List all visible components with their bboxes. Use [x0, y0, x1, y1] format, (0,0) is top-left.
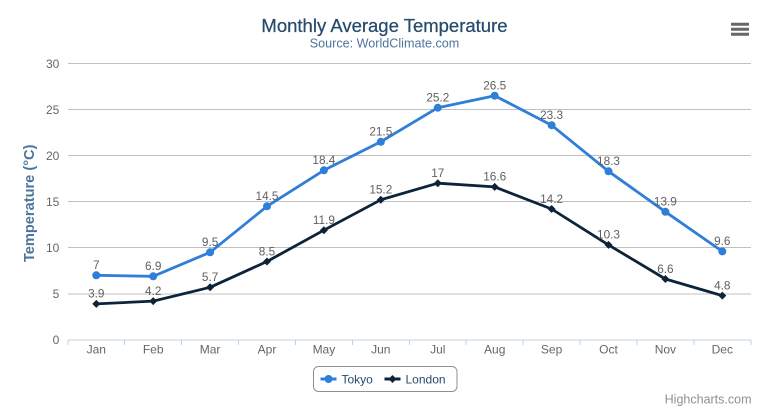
- svg-text:10: 10: [46, 241, 60, 255]
- svg-text:0: 0: [53, 333, 60, 347]
- svg-text:Oct: Oct: [599, 343, 618, 357]
- svg-text:Jul: Jul: [430, 343, 445, 357]
- svg-text:Highcharts.com: Highcharts.com: [665, 393, 752, 407]
- svg-text:18.4: 18.4: [312, 153, 335, 167]
- svg-text:20: 20: [46, 149, 60, 163]
- svg-text:5: 5: [53, 287, 60, 301]
- svg-text:5.7: 5.7: [202, 270, 218, 284]
- svg-text:4.2: 4.2: [145, 284, 161, 298]
- svg-text:30: 30: [46, 57, 60, 71]
- svg-text:14.5: 14.5: [256, 189, 279, 203]
- svg-text:Aug: Aug: [484, 343, 505, 357]
- svg-text:4.8: 4.8: [714, 278, 731, 292]
- svg-text:21.5: 21.5: [369, 125, 392, 139]
- svg-text:3.9: 3.9: [88, 287, 104, 301]
- svg-text:13.9: 13.9: [654, 195, 677, 209]
- svg-text:16.6: 16.6: [483, 170, 506, 184]
- svg-text:Apr: Apr: [258, 343, 277, 357]
- svg-text:14.2: 14.2: [540, 192, 563, 206]
- svg-text:10.3: 10.3: [597, 228, 620, 242]
- svg-text:Nov: Nov: [655, 343, 676, 357]
- svg-text:9.5: 9.5: [202, 235, 219, 249]
- svg-text:Feb: Feb: [143, 343, 164, 357]
- svg-text:15: 15: [46, 195, 60, 209]
- svg-text:Monthly Average Temperature: Monthly Average Temperature: [261, 15, 507, 36]
- svg-text:Temperature (°C): Temperature (°C): [22, 144, 38, 262]
- svg-text:6.6: 6.6: [657, 262, 674, 276]
- svg-text:25.2: 25.2: [426, 91, 449, 105]
- svg-text:11.9: 11.9: [313, 213, 335, 227]
- svg-text:Mar: Mar: [200, 343, 221, 357]
- svg-text:7: 7: [93, 258, 100, 272]
- svg-text:23.3: 23.3: [540, 108, 563, 122]
- svg-text:9.6: 9.6: [714, 234, 731, 248]
- svg-text:17: 17: [431, 166, 444, 180]
- svg-text:6.9: 6.9: [145, 259, 161, 273]
- svg-text:Jan: Jan: [87, 343, 106, 357]
- svg-text:Source: WorldClimate.com: Source: WorldClimate.com: [310, 37, 460, 51]
- svg-text:8.5: 8.5: [259, 244, 276, 258]
- svg-text:May: May: [313, 343, 336, 357]
- svg-text:Sep: Sep: [541, 343, 563, 357]
- svg-text:15.2: 15.2: [369, 183, 392, 197]
- svg-text:Tokyo: Tokyo: [342, 372, 374, 386]
- svg-text:Dec: Dec: [712, 343, 733, 357]
- svg-text:18.3: 18.3: [597, 154, 620, 168]
- svg-text:Jun: Jun: [371, 343, 390, 357]
- svg-text:London: London: [406, 372, 446, 386]
- svg-text:25: 25: [46, 103, 60, 117]
- svg-text:26.5: 26.5: [483, 79, 506, 93]
